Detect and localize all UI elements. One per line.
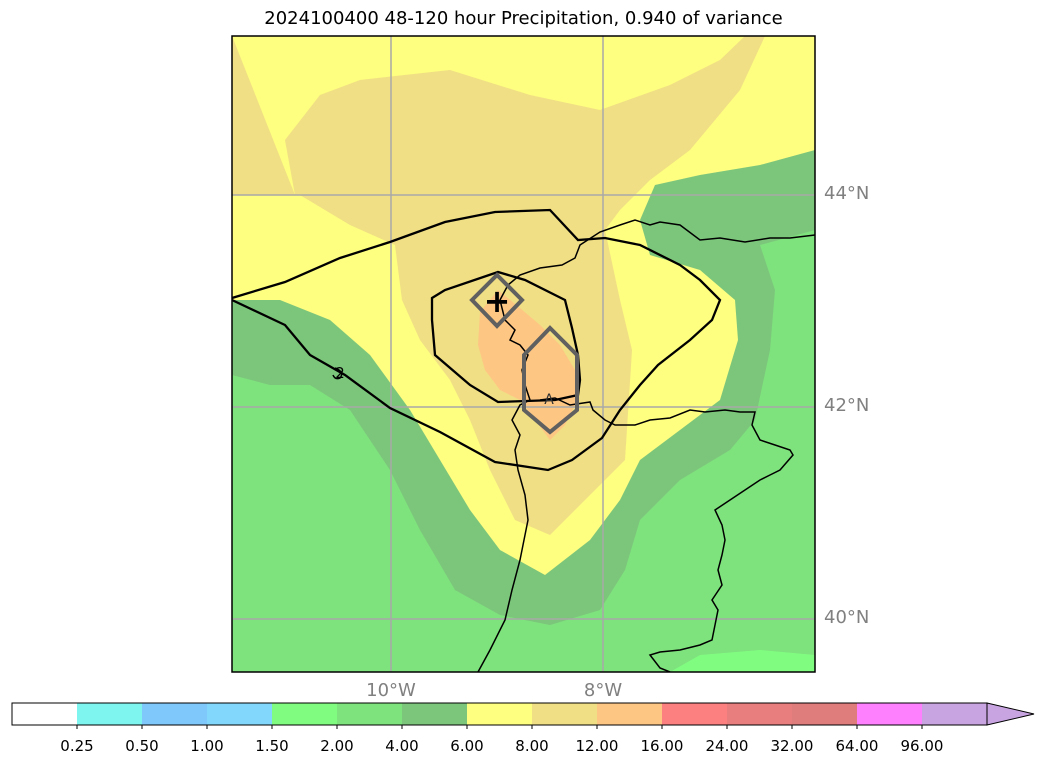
region-outline-north <box>469 272 525 329</box>
colorbar-segment <box>792 703 858 725</box>
colorbar-segment <box>77 703 143 725</box>
colorbar-tick-label: 1.50 <box>255 737 289 755</box>
precip-band-12-16 <box>478 290 578 440</box>
colorbar-tick-label: 6.00 <box>450 737 484 755</box>
precip-band-1.5-2 <box>670 650 815 672</box>
colorbar-segment <box>467 703 533 725</box>
colorbar-segment <box>532 703 598 725</box>
colorbar-tick-label: 1.00 <box>190 737 224 755</box>
colorbar-segment <box>337 703 403 725</box>
colorbar-segment <box>662 703 728 725</box>
precipitation-map: + A 2 <box>231 35 816 673</box>
colorbar-segment <box>207 703 273 725</box>
colorbar-segment <box>727 703 793 725</box>
colorbar-tick-label: 24.00 <box>705 737 749 755</box>
colorbar-tick-label: 4.00 <box>385 737 419 755</box>
colorbar-tick-label: 96.00 <box>900 737 944 755</box>
contour-label: 2 <box>335 364 345 382</box>
colorbar-frame <box>11 702 988 726</box>
colorbar-tick-label: 0.25 <box>60 737 94 755</box>
colorbar-tick-label: 64.00 <box>835 737 879 755</box>
colorbar <box>11 702 1035 729</box>
colorbar-segment <box>597 703 663 725</box>
contour-inner <box>430 270 582 404</box>
colorbar-segment <box>857 703 923 725</box>
colorbar-segment <box>272 703 338 725</box>
colorbar-tick-label: 32.00 <box>770 737 814 755</box>
colorbar-segment <box>12 703 78 725</box>
colorbar-segment <box>922 703 988 725</box>
colorbar-segment <box>142 703 208 725</box>
contour-outer <box>232 208 722 472</box>
map-frame <box>231 35 816 673</box>
region-outline-south <box>522 325 579 435</box>
colorbar-tick-label: 8.00 <box>515 737 549 755</box>
colorbar-tick-label: 16.00 <box>640 737 684 755</box>
colorbar-tick-label: 2.00 <box>320 737 354 755</box>
precip-band-8-12 <box>232 36 765 535</box>
lat-label-44: 44°N <box>824 183 870 204</box>
lon-label-8w: 8°W <box>583 680 623 701</box>
precip-band-2-4 <box>232 230 815 672</box>
maximum-marker-icon: + <box>484 282 511 320</box>
colorbar-tick-label: 12.00 <box>575 737 619 755</box>
colorbar-extend-arrow <box>986 702 1035 726</box>
colorbar-segment <box>402 703 468 725</box>
map-title: 2024100400 48-120 hour Precipitation, 0.… <box>264 8 783 29</box>
lon-label-10w: 10°W <box>366 680 416 701</box>
colorbar-tick-label: 0.50 <box>125 737 159 755</box>
location-marker-icon: A <box>544 392 554 408</box>
lat-label-42: 42°N <box>824 395 870 416</box>
lat-label-40: 40°N <box>824 607 870 628</box>
